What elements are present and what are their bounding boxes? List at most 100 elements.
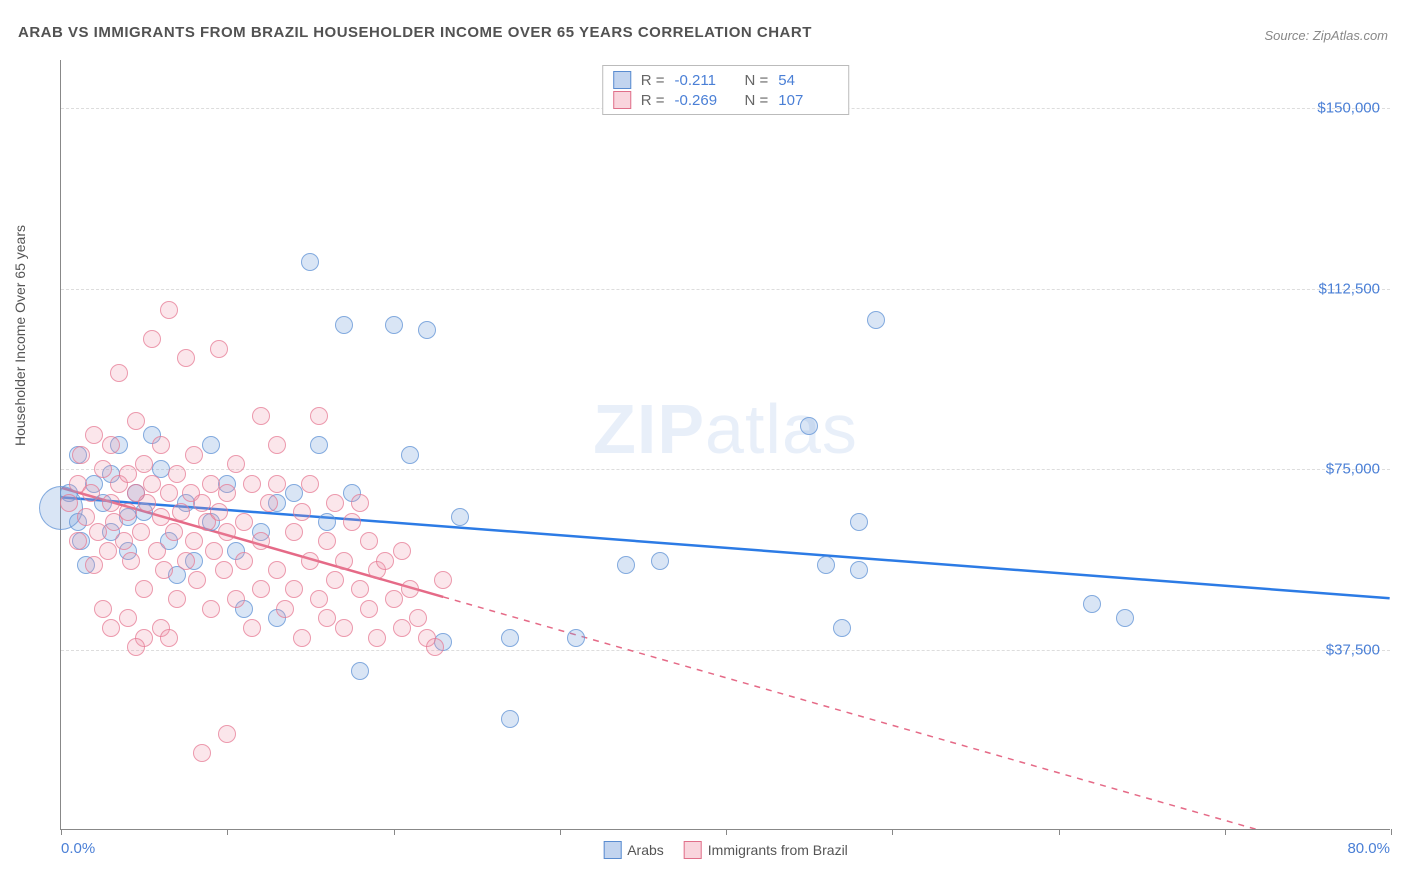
data-point: [351, 580, 369, 598]
data-point: [393, 619, 411, 637]
data-point: [119, 503, 137, 521]
data-point: [268, 561, 286, 579]
data-point: [401, 446, 419, 464]
x-tick: [560, 829, 561, 835]
data-point: [867, 311, 885, 329]
watermark: ZIPatlas: [593, 389, 858, 469]
data-point: [310, 407, 328, 425]
data-point: [102, 494, 120, 512]
y-tick-label: $75,000: [1326, 461, 1380, 478]
data-point: [385, 590, 403, 608]
data-point: [143, 475, 161, 493]
data-point: [218, 523, 236, 541]
data-point: [215, 561, 233, 579]
data-point: [135, 580, 153, 598]
legend-item-arabs: Arabs: [603, 841, 664, 859]
x-tick: [1059, 829, 1060, 835]
plot-area: ZIPatlas $37,500$75,000$112,500$150,000 …: [60, 60, 1390, 830]
y-axis-label: Householder Income Over 65 years: [12, 225, 28, 446]
data-point: [817, 556, 835, 574]
data-point: [501, 629, 519, 647]
data-point: [172, 503, 190, 521]
legend-label: Immigrants from Brazil: [708, 842, 848, 858]
data-point: [318, 609, 336, 627]
data-point: [210, 340, 228, 358]
data-point: [168, 590, 186, 608]
r-value: -0.211: [675, 72, 735, 89]
data-point: [152, 508, 170, 526]
data-point: [127, 412, 145, 430]
data-point: [285, 484, 303, 502]
data-point: [850, 561, 868, 579]
data-point: [119, 465, 137, 483]
data-point: [99, 542, 117, 560]
x-tick: [892, 829, 893, 835]
data-point: [800, 417, 818, 435]
data-point: [268, 436, 286, 454]
data-point: [177, 349, 195, 367]
data-point: [94, 600, 112, 618]
data-point: [165, 523, 183, 541]
x-tick: [394, 829, 395, 835]
data-point: [401, 580, 419, 598]
data-point: [202, 600, 220, 618]
data-point: [193, 494, 211, 512]
data-point: [260, 494, 278, 512]
data-point: [252, 407, 270, 425]
data-point: [651, 552, 669, 570]
data-point: [434, 571, 452, 589]
data-point: [185, 532, 203, 550]
n-label: N =: [745, 72, 769, 89]
data-point: [301, 475, 319, 493]
data-point: [343, 513, 361, 531]
data-point: [94, 460, 112, 478]
x-tick: [1391, 829, 1392, 835]
data-point: [205, 542, 223, 560]
data-point: [617, 556, 635, 574]
data-point: [318, 532, 336, 550]
data-point: [202, 436, 220, 454]
data-point: [276, 600, 294, 618]
data-point: [160, 484, 178, 502]
correlation-stats-box: R = -0.211 N = 54 R = -0.269 N = 107: [602, 65, 850, 115]
data-point: [72, 446, 90, 464]
data-point: [360, 600, 378, 618]
data-point: [310, 590, 328, 608]
swatch-brazil: [613, 91, 631, 109]
data-point: [243, 475, 261, 493]
data-point: [335, 316, 353, 334]
data-point: [69, 532, 87, 550]
legend-item-brazil: Immigrants from Brazil: [684, 841, 848, 859]
data-point: [102, 619, 120, 637]
x-tick: [1225, 829, 1226, 835]
gridline: [61, 650, 1390, 651]
n-value: 107: [778, 92, 838, 109]
r-value: -0.269: [675, 92, 735, 109]
swatch-brazil: [684, 841, 702, 859]
data-point: [351, 662, 369, 680]
data-point: [152, 436, 170, 454]
y-tick-label: $37,500: [1326, 641, 1380, 658]
y-tick-label: $112,500: [1319, 280, 1380, 297]
data-point: [102, 436, 120, 454]
data-point: [1083, 595, 1101, 613]
data-point: [218, 725, 236, 743]
data-point: [426, 638, 444, 656]
data-point: [318, 513, 336, 531]
data-point: [409, 609, 427, 627]
x-tick: [227, 829, 228, 835]
x-axis-end-label: 80.0%: [1347, 840, 1390, 857]
data-point: [135, 455, 153, 473]
gridline: [61, 469, 1390, 470]
data-point: [60, 494, 78, 512]
data-point: [268, 475, 286, 493]
data-point: [326, 571, 344, 589]
data-point: [227, 455, 245, 473]
legend: Arabs Immigrants from Brazil: [603, 841, 848, 859]
data-point: [235, 513, 253, 531]
data-point: [143, 330, 161, 348]
chart-title: ARAB VS IMMIGRANTS FROM BRAZIL HOUSEHOLD…: [18, 24, 812, 41]
n-value: 54: [778, 72, 838, 89]
data-point: [335, 619, 353, 637]
data-point: [202, 475, 220, 493]
